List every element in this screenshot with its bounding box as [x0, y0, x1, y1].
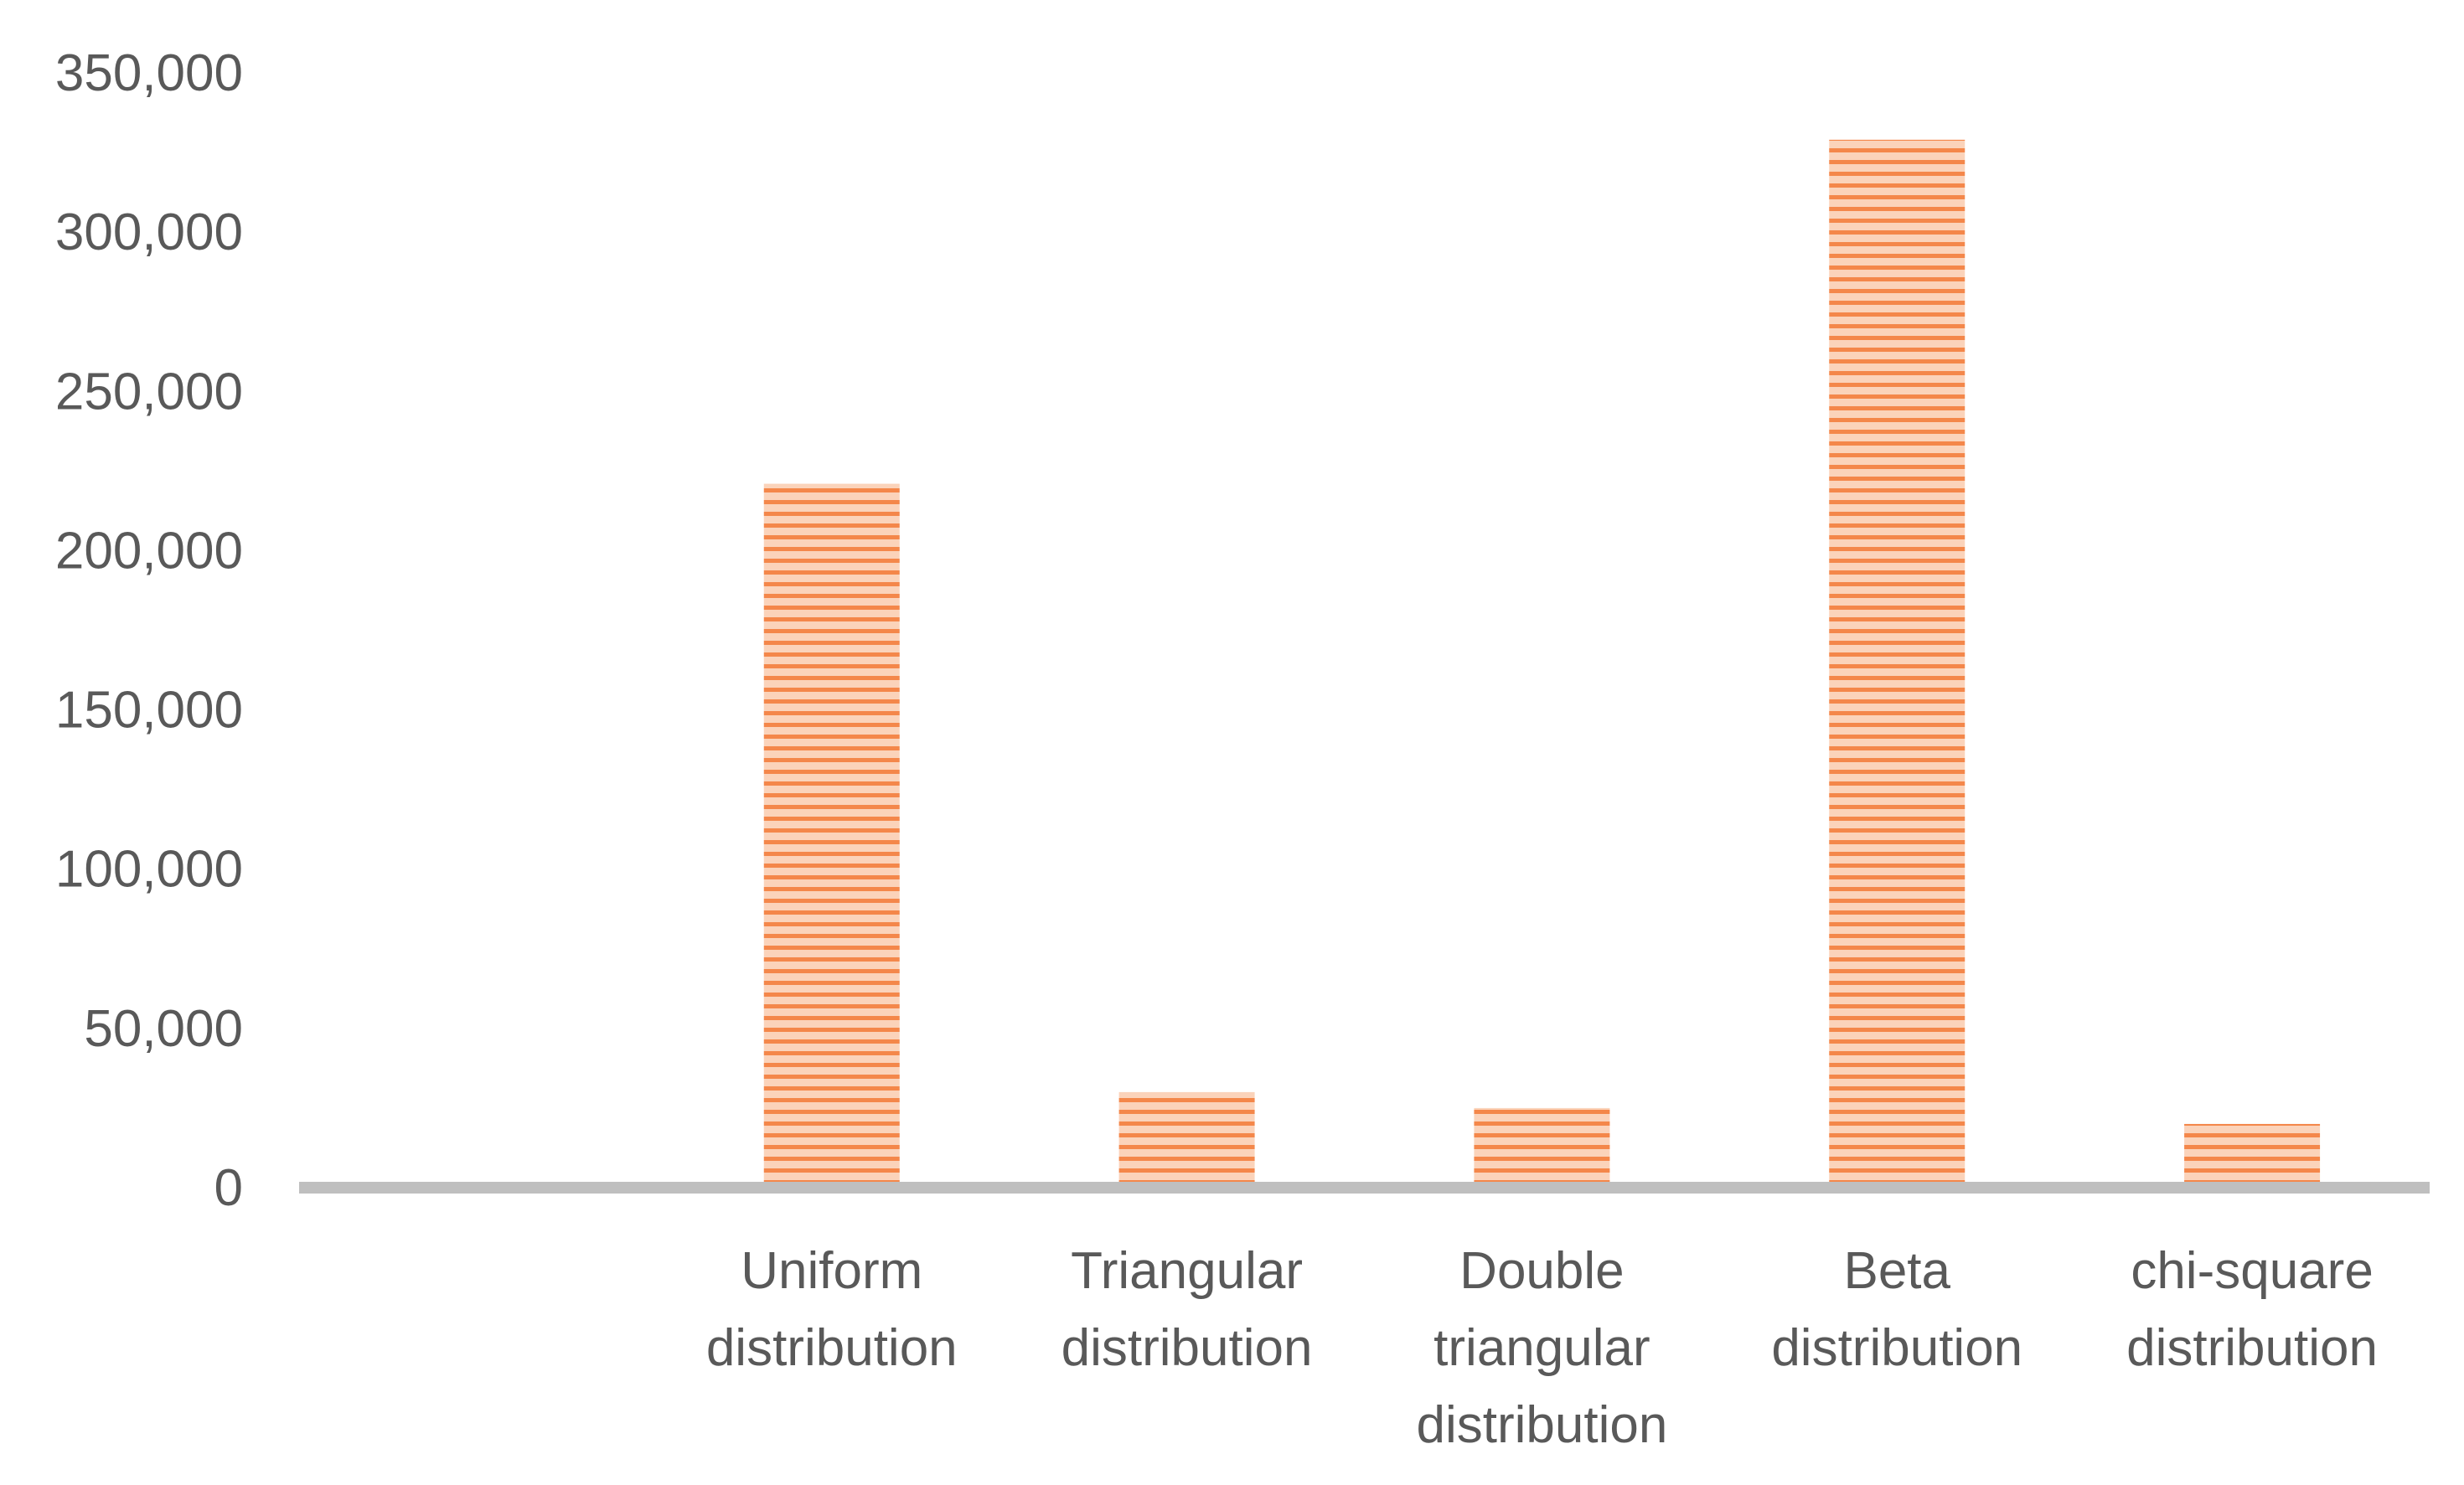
x-tick-label-line: Uniform: [741, 1242, 922, 1300]
x-tick-label-line: Triangular: [1071, 1242, 1303, 1300]
x-tick-label-line: Double: [1459, 1242, 1624, 1300]
y-tick-label: 200,000: [55, 522, 243, 580]
y-tick-label: 100,000: [55, 841, 243, 899]
y-tick-label: 150,000: [55, 682, 243, 740]
x-tick-label-line: distribution: [1417, 1396, 1668, 1454]
x-tick-label: Beta distribution: [1771, 1242, 2022, 1377]
bars: [763, 139, 2321, 1189]
x-tick-label-line: Beta: [1843, 1242, 1950, 1300]
x-tick-label-line: distribution: [706, 1319, 958, 1377]
y-tick-label: 300,000: [55, 204, 243, 261]
x-tick-label-line: triangular: [1433, 1319, 1650, 1377]
bar: [763, 483, 900, 1188]
x-tick-label-line: distribution: [1062, 1319, 1313, 1377]
x-tick-label-line: distribution: [2126, 1319, 2378, 1377]
x-tick-label: Double triangular distribution: [1417, 1242, 1668, 1454]
x-tick-label: Triangular distribution: [1062, 1242, 1313, 1377]
bar: [2184, 1123, 2321, 1188]
x-tick-label: chi-square distribution: [2126, 1242, 2378, 1377]
y-axis-tick-labels: 0 50,000 100,000 150,000 200,000 250,000 300,0…: [55, 44, 243, 1217]
y-tick-label: 0: [214, 1159, 243, 1217]
y-tick-label: 350,000: [55, 44, 243, 102]
bar: [1474, 1107, 1610, 1188]
x-tick-label-line: chi-square: [2131, 1242, 2373, 1300]
x-tick-label: Uniform distribution: [706, 1242, 958, 1377]
y-tick-label: 50,000: [84, 1000, 243, 1058]
bar: [1118, 1091, 1255, 1188]
x-axis-category-labels: Uniform distribution Triangular distributio…: [706, 1242, 2378, 1454]
y-tick-label: 250,000: [55, 363, 243, 420]
bar: [1829, 139, 1966, 1189]
x-tick-label-line: distribution: [1771, 1319, 2022, 1377]
